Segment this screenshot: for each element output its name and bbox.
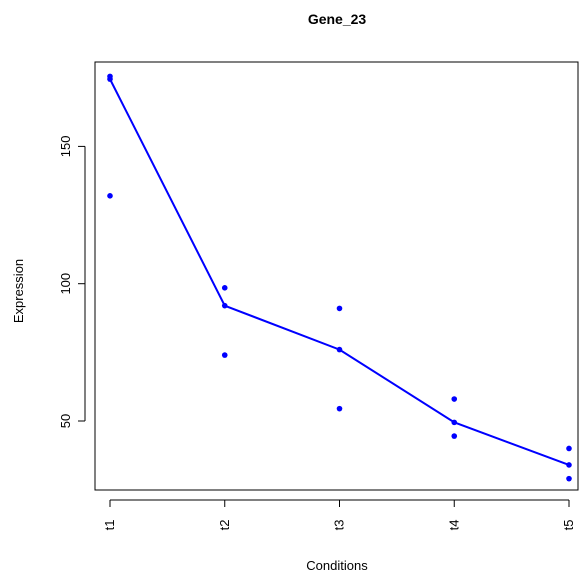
x-axis: t1 t2 t3 t4 t5 bbox=[102, 499, 576, 531]
data-point bbox=[107, 193, 113, 199]
chart-title: Gene_23 bbox=[308, 11, 367, 27]
data-point bbox=[336, 405, 343, 412]
x-tick-label: t2 bbox=[217, 520, 232, 531]
data-point bbox=[336, 305, 343, 312]
data-point bbox=[451, 433, 458, 439]
data-point bbox=[221, 352, 228, 358]
y-axis: 50 100 150 bbox=[58, 136, 86, 428]
data-point bbox=[221, 302, 228, 309]
y-axis-label: Expression bbox=[11, 259, 26, 323]
points-group bbox=[107, 73, 572, 482]
x-tick-label: t1 bbox=[102, 520, 117, 531]
data-point bbox=[566, 475, 572, 482]
data-point bbox=[566, 445, 572, 452]
y-tick-label: 100 bbox=[58, 273, 73, 295]
x-tick-label: t5 bbox=[561, 520, 576, 531]
data-point bbox=[107, 76, 113, 82]
x-tick-label: t3 bbox=[332, 520, 347, 531]
x-tick-label: t4 bbox=[446, 520, 461, 531]
data-point bbox=[221, 285, 228, 291]
x-axis-label: Conditions bbox=[306, 558, 368, 573]
data-point bbox=[451, 396, 458, 402]
y-tick-label: 50 bbox=[58, 414, 73, 428]
y-tick-label: 150 bbox=[58, 136, 73, 158]
data-point bbox=[336, 346, 343, 353]
plot-area bbox=[94, 61, 579, 491]
data-point bbox=[566, 462, 572, 468]
data-point bbox=[451, 419, 458, 426]
